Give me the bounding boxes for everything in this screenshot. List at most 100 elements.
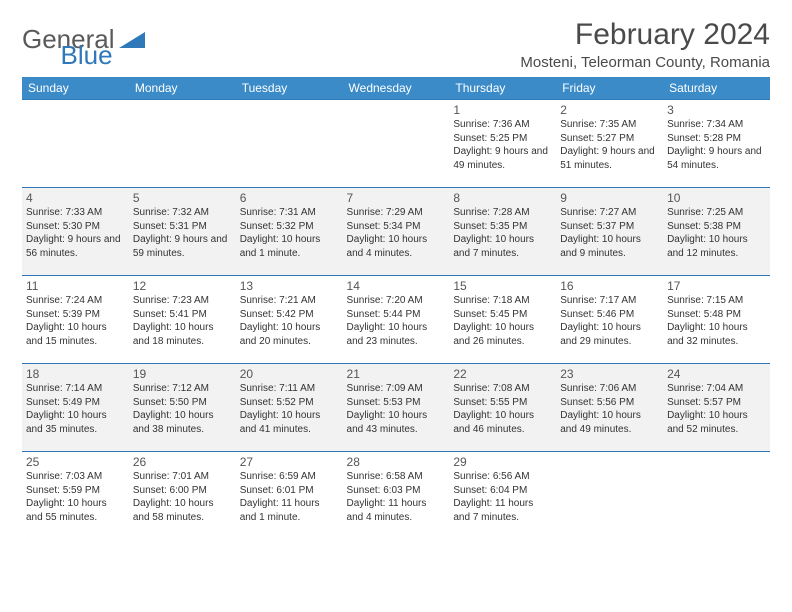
day-number: 17	[667, 279, 766, 293]
month-title: February 2024	[520, 18, 770, 52]
calendar-day-cell: 3Sunrise: 7:34 AMSunset: 5:28 PMDaylight…	[663, 100, 770, 188]
calendar-day-cell: 28Sunrise: 6:58 AMSunset: 6:03 PMDayligh…	[343, 452, 450, 540]
day-number: 23	[560, 367, 659, 381]
calendar-day-cell: 9Sunrise: 7:27 AMSunset: 5:37 PMDaylight…	[556, 188, 663, 276]
day-number: 22	[453, 367, 552, 381]
day-detail: Sunrise: 7:35 AMSunset: 5:27 PMDaylight:…	[560, 118, 659, 172]
calendar-day-cell: 14Sunrise: 7:20 AMSunset: 5:44 PMDayligh…	[343, 276, 450, 364]
day-detail: Sunrise: 7:33 AMSunset: 5:30 PMDaylight:…	[26, 206, 125, 260]
calendar-day-cell: 21Sunrise: 7:09 AMSunset: 5:53 PMDayligh…	[343, 364, 450, 452]
day-number: 28	[347, 455, 446, 469]
calendar-day-cell	[236, 100, 343, 188]
day-number: 5	[133, 191, 232, 205]
calendar-day-cell: 15Sunrise: 7:18 AMSunset: 5:45 PMDayligh…	[449, 276, 556, 364]
day-detail: Sunrise: 7:04 AMSunset: 5:57 PMDaylight:…	[667, 382, 766, 436]
header: General Blue February 2024 Mosteni, Tele…	[22, 18, 770, 75]
day-detail: Sunrise: 7:24 AMSunset: 5:39 PMDaylight:…	[26, 294, 125, 348]
day-number: 29	[453, 455, 552, 469]
calendar-day-cell	[343, 100, 450, 188]
day-number: 9	[560, 191, 659, 205]
calendar-day-cell: 11Sunrise: 7:24 AMSunset: 5:39 PMDayligh…	[22, 276, 129, 364]
logo-text-2: Blue	[61, 40, 113, 70]
calendar-day-cell: 23Sunrise: 7:06 AMSunset: 5:56 PMDayligh…	[556, 364, 663, 452]
day-number: 11	[26, 279, 125, 293]
day-detail: Sunrise: 7:06 AMSunset: 5:56 PMDaylight:…	[560, 382, 659, 436]
weekday-header: Friday	[556, 77, 663, 100]
weekday-header: Sunday	[22, 77, 129, 100]
day-detail: Sunrise: 7:14 AMSunset: 5:49 PMDaylight:…	[26, 382, 125, 436]
calendar-day-cell: 18Sunrise: 7:14 AMSunset: 5:49 PMDayligh…	[22, 364, 129, 452]
calendar-day-cell: 16Sunrise: 7:17 AMSunset: 5:46 PMDayligh…	[556, 276, 663, 364]
calendar-day-cell: 26Sunrise: 7:01 AMSunset: 6:00 PMDayligh…	[129, 452, 236, 540]
weekday-header: Thursday	[449, 77, 556, 100]
day-number: 14	[347, 279, 446, 293]
calendar-table: Sunday Monday Tuesday Wednesday Thursday…	[22, 77, 770, 540]
day-number: 2	[560, 103, 659, 117]
calendar-day-cell: 13Sunrise: 7:21 AMSunset: 5:42 PMDayligh…	[236, 276, 343, 364]
location-text: Mosteni, Teleorman County, Romania	[520, 54, 770, 71]
day-detail: Sunrise: 7:21 AMSunset: 5:42 PMDaylight:…	[240, 294, 339, 348]
day-number: 24	[667, 367, 766, 381]
day-number: 7	[347, 191, 446, 205]
day-number: 8	[453, 191, 552, 205]
day-detail: Sunrise: 7:15 AMSunset: 5:48 PMDaylight:…	[667, 294, 766, 348]
logo: General Blue	[22, 24, 201, 55]
day-number: 26	[133, 455, 232, 469]
calendar-day-cell: 17Sunrise: 7:15 AMSunset: 5:48 PMDayligh…	[663, 276, 770, 364]
day-number: 3	[667, 103, 766, 117]
calendar-week-row: 25Sunrise: 7:03 AMSunset: 5:59 PMDayligh…	[22, 452, 770, 540]
day-detail: Sunrise: 7:08 AMSunset: 5:55 PMDaylight:…	[453, 382, 552, 436]
day-number: 21	[347, 367, 446, 381]
day-detail: Sunrise: 7:34 AMSunset: 5:28 PMDaylight:…	[667, 118, 766, 172]
day-detail: Sunrise: 7:20 AMSunset: 5:44 PMDaylight:…	[347, 294, 446, 348]
weekday-header: Tuesday	[236, 77, 343, 100]
day-detail: Sunrise: 7:28 AMSunset: 5:35 PMDaylight:…	[453, 206, 552, 260]
calendar-body: 1Sunrise: 7:36 AMSunset: 5:25 PMDaylight…	[22, 100, 770, 540]
calendar-day-cell: 12Sunrise: 7:23 AMSunset: 5:41 PMDayligh…	[129, 276, 236, 364]
weekday-header: Saturday	[663, 77, 770, 100]
calendar-day-cell	[556, 452, 663, 540]
calendar-day-cell: 29Sunrise: 6:56 AMSunset: 6:04 PMDayligh…	[449, 452, 556, 540]
day-number: 13	[240, 279, 339, 293]
calendar-day-cell	[22, 100, 129, 188]
calendar-week-row: 1Sunrise: 7:36 AMSunset: 5:25 PMDaylight…	[22, 100, 770, 188]
calendar-week-row: 4Sunrise: 7:33 AMSunset: 5:30 PMDaylight…	[22, 188, 770, 276]
day-detail: Sunrise: 7:31 AMSunset: 5:32 PMDaylight:…	[240, 206, 339, 260]
day-number: 12	[133, 279, 232, 293]
calendar-day-cell: 5Sunrise: 7:32 AMSunset: 5:31 PMDaylight…	[129, 188, 236, 276]
day-detail: Sunrise: 7:09 AMSunset: 5:53 PMDaylight:…	[347, 382, 446, 436]
day-number: 16	[560, 279, 659, 293]
calendar-day-cell: 1Sunrise: 7:36 AMSunset: 5:25 PMDaylight…	[449, 100, 556, 188]
day-detail: Sunrise: 6:59 AMSunset: 6:01 PMDaylight:…	[240, 470, 339, 524]
calendar-day-cell: 19Sunrise: 7:12 AMSunset: 5:50 PMDayligh…	[129, 364, 236, 452]
calendar-day-cell: 2Sunrise: 7:35 AMSunset: 5:27 PMDaylight…	[556, 100, 663, 188]
day-detail: Sunrise: 7:36 AMSunset: 5:25 PMDaylight:…	[453, 118, 552, 172]
day-detail: Sunrise: 7:17 AMSunset: 5:46 PMDaylight:…	[560, 294, 659, 348]
day-number: 19	[133, 367, 232, 381]
day-detail: Sunrise: 6:58 AMSunset: 6:03 PMDaylight:…	[347, 470, 446, 524]
calendar-day-cell	[129, 100, 236, 188]
calendar-day-cell: 7Sunrise: 7:29 AMSunset: 5:34 PMDaylight…	[343, 188, 450, 276]
day-number: 25	[26, 455, 125, 469]
day-number: 18	[26, 367, 125, 381]
day-detail: Sunrise: 7:29 AMSunset: 5:34 PMDaylight:…	[347, 206, 446, 260]
day-number: 4	[26, 191, 125, 205]
weekday-header: Wednesday	[343, 77, 450, 100]
calendar-day-cell: 25Sunrise: 7:03 AMSunset: 5:59 PMDayligh…	[22, 452, 129, 540]
day-detail: Sunrise: 7:03 AMSunset: 5:59 PMDaylight:…	[26, 470, 125, 524]
calendar-day-cell: 8Sunrise: 7:28 AMSunset: 5:35 PMDaylight…	[449, 188, 556, 276]
day-number: 15	[453, 279, 552, 293]
calendar-day-cell: 20Sunrise: 7:11 AMSunset: 5:52 PMDayligh…	[236, 364, 343, 452]
day-detail: Sunrise: 7:18 AMSunset: 5:45 PMDaylight:…	[453, 294, 552, 348]
day-detail: Sunrise: 7:12 AMSunset: 5:50 PMDaylight:…	[133, 382, 232, 436]
calendar-week-row: 18Sunrise: 7:14 AMSunset: 5:49 PMDayligh…	[22, 364, 770, 452]
day-detail: Sunrise: 7:23 AMSunset: 5:41 PMDaylight:…	[133, 294, 232, 348]
day-number: 10	[667, 191, 766, 205]
day-detail: Sunrise: 7:25 AMSunset: 5:38 PMDaylight:…	[667, 206, 766, 260]
weekday-header: Monday	[129, 77, 236, 100]
day-detail: Sunrise: 7:01 AMSunset: 6:00 PMDaylight:…	[133, 470, 232, 524]
calendar-day-cell: 27Sunrise: 6:59 AMSunset: 6:01 PMDayligh…	[236, 452, 343, 540]
calendar-day-cell: 22Sunrise: 7:08 AMSunset: 5:55 PMDayligh…	[449, 364, 556, 452]
logo-triangle-icon	[119, 30, 149, 50]
day-detail: Sunrise: 6:56 AMSunset: 6:04 PMDaylight:…	[453, 470, 552, 524]
